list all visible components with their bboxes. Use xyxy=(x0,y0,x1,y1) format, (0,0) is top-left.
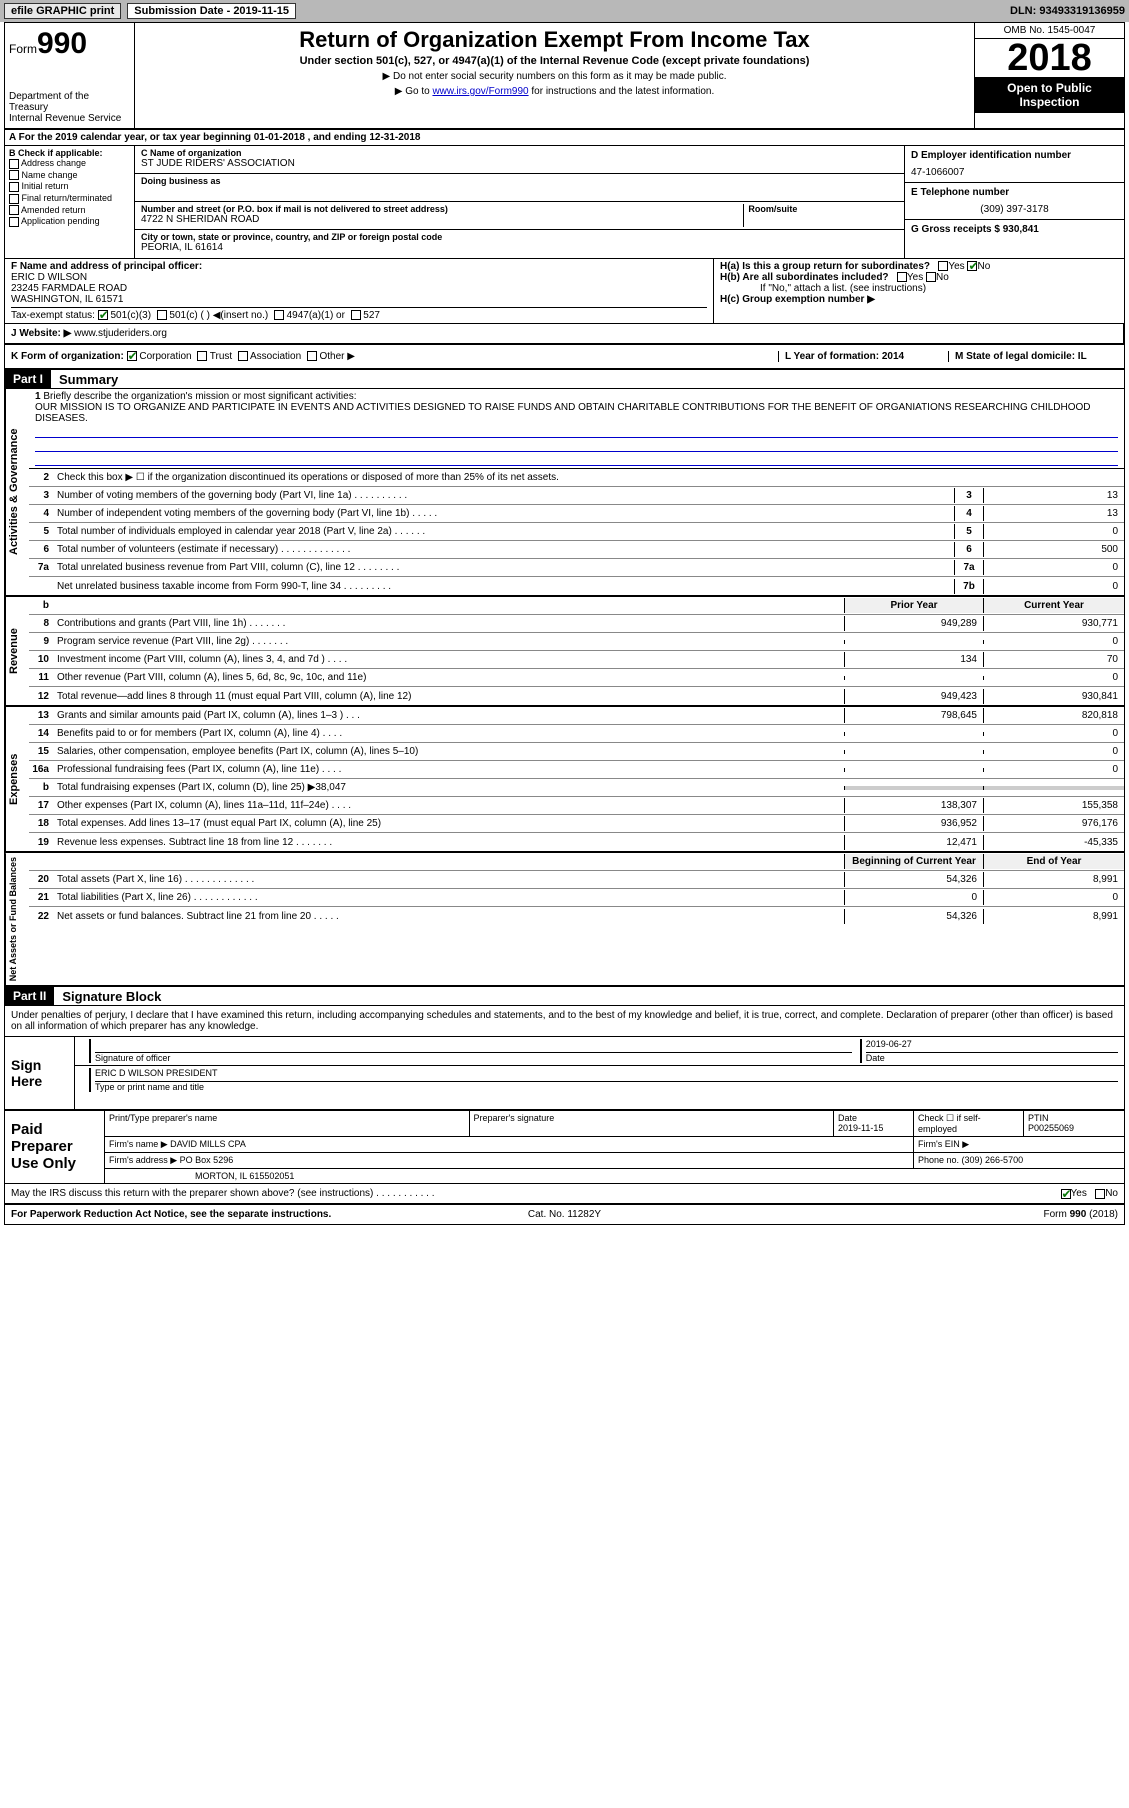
paid-preparer: Paid Preparer Use Only Print/Type prepar… xyxy=(5,1111,1124,1184)
row-f-h: F Name and address of principal officer:… xyxy=(5,259,1124,324)
chk-corp[interactable] xyxy=(127,351,137,361)
part2-header: Part IISignature Block xyxy=(5,987,1124,1006)
dln: DLN: 93493319136959 xyxy=(1010,5,1125,17)
chk-hb-no[interactable] xyxy=(926,272,936,282)
signature-block: Under penalties of perjury, I declare th… xyxy=(5,1006,1124,1111)
col-h-group: H(a) Is this a group return for subordin… xyxy=(714,259,1124,323)
chk-trust[interactable] xyxy=(197,351,207,361)
chk-name-change[interactable] xyxy=(9,170,19,180)
page-footer: For Paperwork Reduction Act Notice, see … xyxy=(5,1205,1124,1224)
chk-address-change[interactable] xyxy=(9,159,19,169)
row-k-l-m: K Form of organization: Corporation Trus… xyxy=(5,345,1124,370)
irs-link[interactable]: www.irs.gov/Form990 xyxy=(432,86,528,97)
row-j: J Website: ▶ www.stjuderiders.org xyxy=(5,324,1124,345)
row-a-tax-year: A For the 2019 calendar year, or tax yea… xyxy=(5,130,1124,146)
chk-527[interactable] xyxy=(351,310,361,320)
section-expenses: Expenses 13Grants and similar amounts pa… xyxy=(5,707,1124,853)
line-1-mission: 1 Briefly describe the organization's mi… xyxy=(29,389,1124,469)
form-page: Form990 Department of the Treasury Inter… xyxy=(4,22,1125,1225)
chk-app-pending[interactable] xyxy=(9,217,19,227)
section-governance: Activities & Governance 1 Briefly descri… xyxy=(5,389,1124,597)
col-f-officer: F Name and address of principal officer:… xyxy=(5,259,714,323)
section-revenue: Revenue bPrior YearCurrent Year 8Contrib… xyxy=(5,597,1124,707)
chk-discuss-no[interactable] xyxy=(1095,1189,1105,1199)
efile-print-button[interactable]: efile GRAPHIC print xyxy=(4,3,121,19)
chk-501c3[interactable] xyxy=(98,310,108,320)
chk-assoc[interactable] xyxy=(238,351,248,361)
submission-date: Submission Date - 2019-11-15 xyxy=(127,3,296,19)
col-d-contact: D Employer identification number47-10660… xyxy=(904,146,1124,258)
form-header: Form990 Department of the Treasury Inter… xyxy=(5,23,1124,130)
topbar: efile GRAPHIC print Submission Date - 20… xyxy=(0,0,1129,22)
section-net-assets: Net Assets or Fund Balances Beginning of… xyxy=(5,853,1124,987)
section-b-to-g: B Check if applicable: Address change Na… xyxy=(5,146,1124,259)
chk-ha-no[interactable] xyxy=(967,261,977,271)
col-b-checkboxes: B Check if applicable: Address change Na… xyxy=(5,146,135,258)
chk-discuss-yes[interactable] xyxy=(1061,1189,1071,1199)
chk-501c[interactable] xyxy=(157,310,167,320)
chk-amended[interactable] xyxy=(9,205,19,215)
chk-ha-yes[interactable] xyxy=(938,261,948,271)
chk-4947[interactable] xyxy=(274,310,284,320)
chk-initial-return[interactable] xyxy=(9,182,19,192)
chk-other[interactable] xyxy=(307,351,317,361)
header-right: OMB No. 1545-0047 2018 Open to PublicIns… xyxy=(974,23,1124,128)
part1-header: Part ISummary xyxy=(5,370,1124,389)
header-left: Form990 Department of the Treasury Inter… xyxy=(5,23,135,128)
chk-final-return[interactable] xyxy=(9,194,19,204)
col-c-org-info: C Name of organizationST JUDE RIDERS' AS… xyxy=(135,146,904,258)
discuss-row: May the IRS discuss this return with the… xyxy=(5,1184,1124,1205)
header-title: Return of Organization Exempt From Incom… xyxy=(135,23,974,128)
chk-hb-yes[interactable] xyxy=(897,272,907,282)
